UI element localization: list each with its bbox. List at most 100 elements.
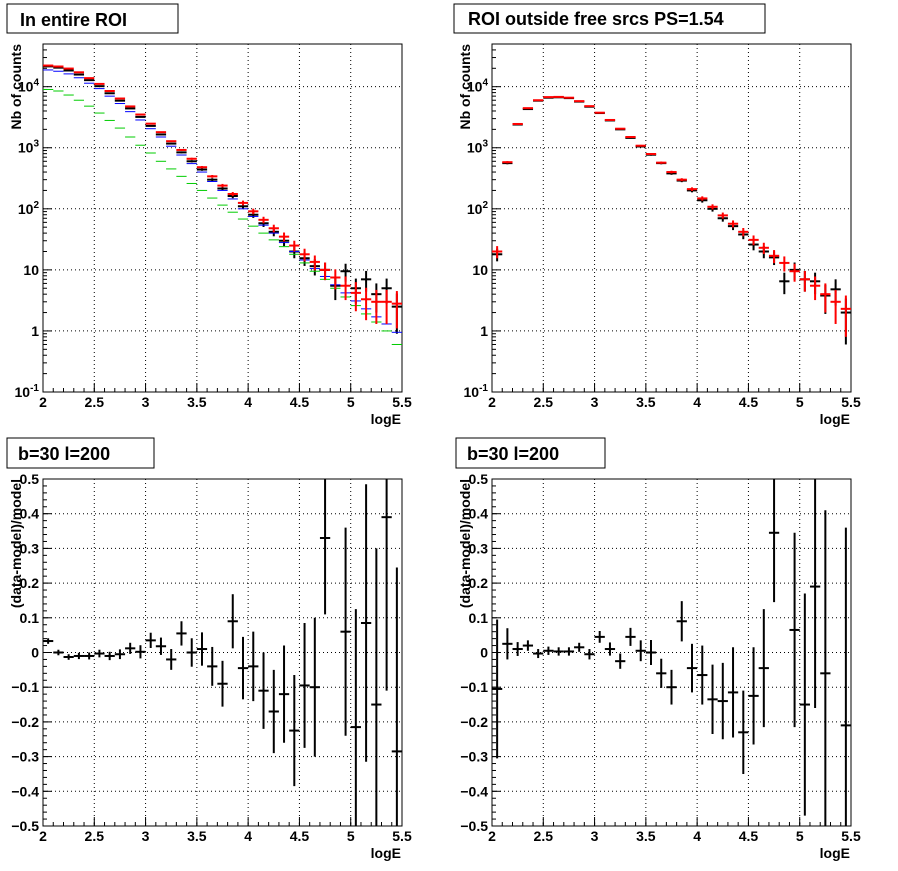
x-tick-label: 5.5 [392,828,412,844]
data-point [237,636,249,700]
y-axis-label: Nb of counts [8,44,24,130]
y-tick-label: 103 [467,139,489,156]
x-tick-label: 3 [591,394,599,410]
x-tick-label: 2.5 [85,394,105,410]
data-point [563,647,575,656]
y-tick-label: 10 [23,262,39,278]
y-tick-label: 0 [31,645,39,661]
data-point [186,638,197,667]
data-point [391,567,402,826]
data-point [522,107,534,110]
x-tick-label: 4 [693,828,701,844]
y-tick-label: 0.4 [20,506,40,522]
series-3 [43,88,402,345]
data-point [789,263,800,282]
data-point [656,161,667,164]
y-tick-label: −0.3 [460,749,488,765]
data-point [768,479,780,603]
data-point [258,652,269,729]
y-axis-label: Nb of counts [457,44,473,130]
series-2 [43,69,402,333]
data-point [207,174,218,178]
y-tick-label: 0.1 [20,610,40,626]
data-point [492,619,503,759]
data-point [125,642,136,654]
y-tick-label: 10 [472,262,488,278]
data-point [809,276,821,301]
data-point [196,168,208,171]
data-point [155,133,167,136]
series-1 [43,479,402,826]
data-point [799,270,810,292]
data-point [278,645,290,743]
data-point [371,289,382,324]
y-tick-label: −0.5 [460,818,488,834]
data-point [125,105,136,108]
plot-frame [42,478,403,827]
data-point [268,669,279,754]
data-point [594,111,605,114]
data-point [309,617,320,757]
x-tick-label: 3.5 [636,394,656,410]
data-point [43,638,54,644]
data-point [155,637,167,655]
data-point [217,183,228,188]
data-point [114,99,126,102]
data-point [820,283,831,313]
data-point [717,212,728,219]
plot-frame [491,478,852,827]
y-tick-label: −0.4 [460,783,488,799]
x-tick-label: 5.5 [392,394,412,410]
data-point [707,664,718,735]
y-tick-label: 1 [31,323,39,339]
y-tick-label: −0.4 [11,783,39,799]
x-tick-label: 5 [347,394,355,410]
data-point [268,224,279,233]
y-tick-label: −0.2 [460,714,488,730]
data-point [666,170,677,174]
data-point [196,632,208,666]
data-point [553,647,564,656]
data-point [779,256,790,272]
y-axis-label: (data-model)/model [8,479,24,608]
chart-title: In entire ROI [20,10,127,30]
data-point [155,131,167,134]
data-point [574,100,585,103]
x-tick-label: 4 [244,828,252,844]
data-point [758,609,769,728]
data-point [227,192,238,197]
y-axis-label: (data-model)/model [457,479,473,608]
data-point [809,479,821,709]
data-point [248,208,259,215]
data-point [360,287,372,321]
data-point [289,240,300,252]
data-point [258,216,269,224]
x-tick-label: 4.5 [739,828,759,844]
data-point [584,105,595,108]
data-point [381,289,392,324]
data-point [207,646,218,686]
data-point [543,646,554,655]
data-point [676,178,687,182]
data-point [615,127,626,130]
data-point [563,96,575,99]
data-point [697,196,708,201]
y-tick-label: 10-1 [464,383,489,400]
data-point [697,645,708,705]
data-point [135,115,146,118]
data-point [299,248,310,262]
y-tick-label: 0.5 [20,471,40,487]
x-tick-label: 4.5 [290,394,310,410]
data-point [738,227,749,237]
data-point [248,631,259,702]
chart-panel-2: ROI outside free srcs PS=1.54 2 2.5 3 3.5 4 4.… [453,3,861,427]
data-point [104,651,115,661]
data-point [738,690,749,774]
chart-panel-4: b=30 l=200 2 2.5 3 3.5 4 4.5 5 5.5 −0.5 −0.4 −0.3 −0… [455,437,861,861]
data-point [758,242,769,254]
data-point [319,262,331,281]
data-point [237,200,249,206]
x-tick-label: 5.5 [841,828,861,844]
x-axis-label: logE [820,845,850,861]
data-point [533,649,544,659]
